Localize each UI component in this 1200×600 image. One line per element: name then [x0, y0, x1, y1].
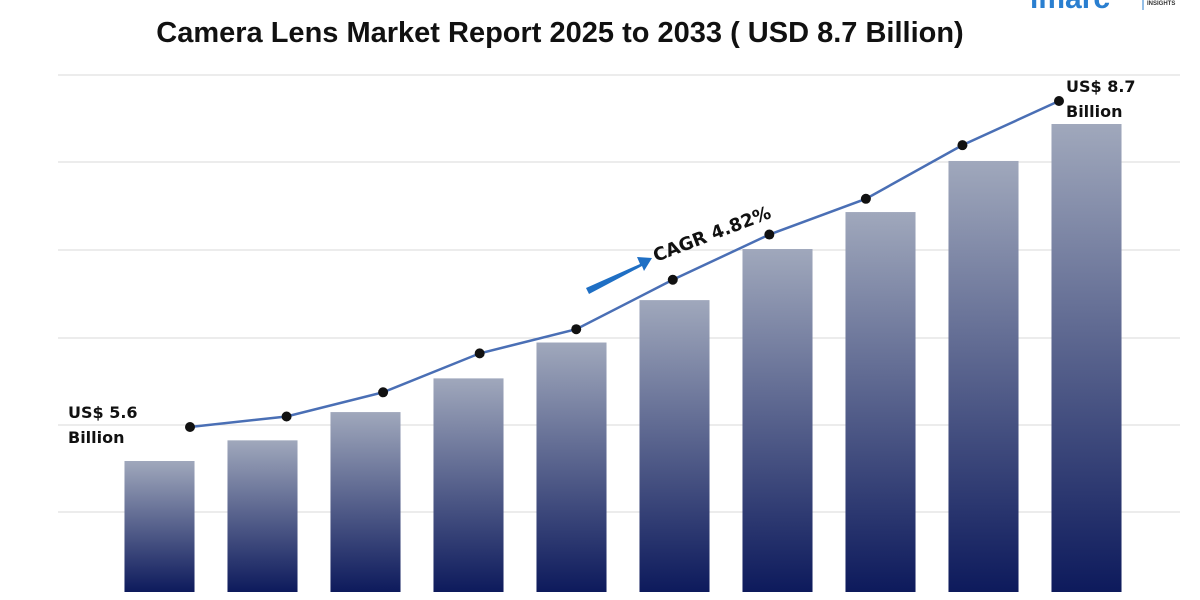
line-layer	[185, 96, 1064, 432]
start-label: US$ 5.6 Billion	[68, 403, 138, 447]
trend-point	[860, 193, 871, 204]
trend-line	[189, 99, 1060, 429]
end-label: US$ 8.7 Billion	[1066, 77, 1136, 121]
bar	[948, 160, 1019, 592]
bar	[1051, 124, 1122, 592]
trend-point	[1054, 96, 1064, 106]
cagr-arrow	[586, 257, 652, 294]
trend-point	[571, 324, 582, 335]
chart-title: Camera Lens Market Report 2025 to 2033 (…	[156, 17, 963, 49]
bar	[639, 300, 710, 592]
trend-point	[378, 387, 389, 398]
logo-sub: INSIGHTS	[1147, 1, 1175, 7]
bar	[124, 461, 195, 592]
trend-point	[957, 140, 968, 151]
trend-point	[667, 274, 678, 285]
bar	[433, 378, 504, 592]
bar	[845, 212, 916, 592]
trend-point	[281, 411, 292, 422]
bar	[536, 342, 607, 592]
bar	[330, 412, 401, 592]
bars	[124, 124, 1122, 593]
trend-point	[474, 348, 485, 359]
logo: imarc	[1030, 0, 1110, 15]
trend-point	[185, 422, 195, 432]
trend-point	[764, 229, 775, 240]
bar	[742, 249, 813, 593]
bar	[227, 440, 298, 592]
